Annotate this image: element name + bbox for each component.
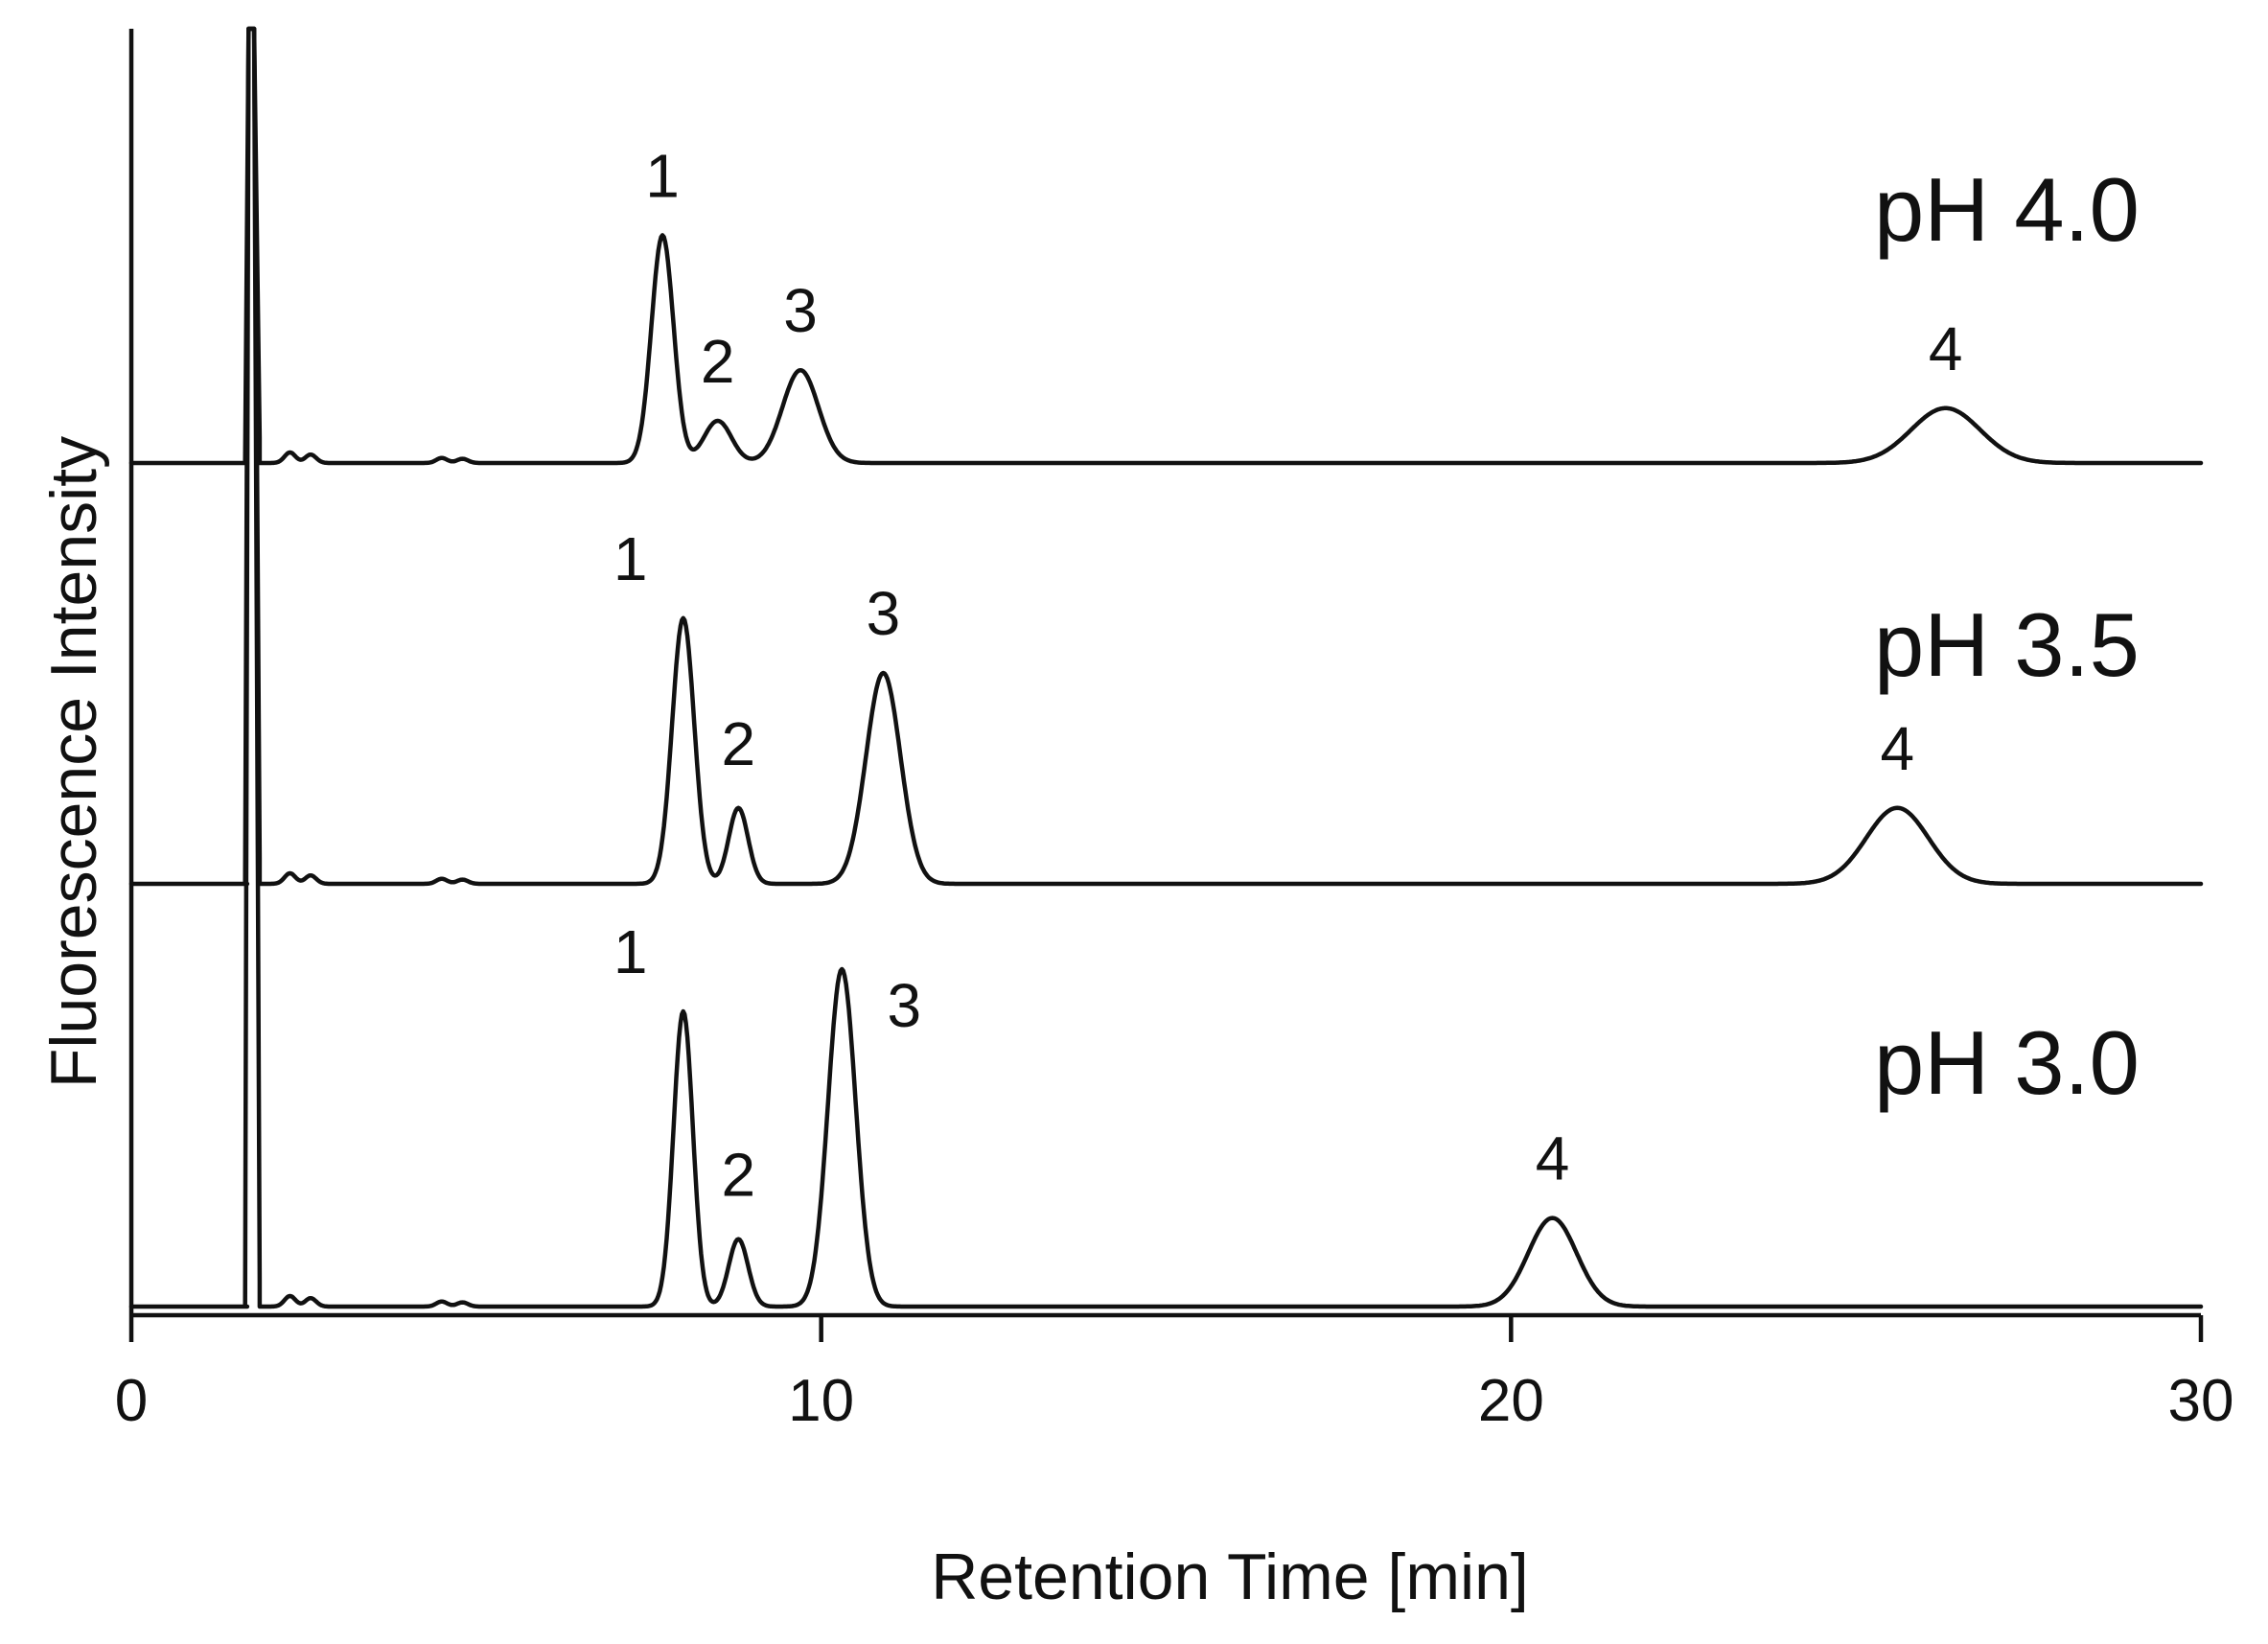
peak-label-1-2: 2 <box>722 709 756 778</box>
peak-label-2-4: 4 <box>1536 1124 1570 1193</box>
axes-group: 0 10 20 30 <box>115 29 2234 1434</box>
x-axis-title: Retention Time [min] <box>931 1540 1529 1613</box>
peak-label-2-2: 2 <box>722 1141 756 1210</box>
y-axis-title: Fluorescence Intensity <box>37 436 110 1088</box>
peak-label-0-1: 1 <box>645 141 680 210</box>
peak-label-1-1: 1 <box>613 524 648 593</box>
series-label-2: pH 3.0 <box>1874 1012 2140 1113</box>
x-tick-label-10: 10 <box>788 1368 854 1434</box>
peak-label-0-4: 4 <box>1929 314 1963 383</box>
peak-label-0-2: 2 <box>701 327 735 396</box>
x-tick-label-30: 30 <box>2168 1368 2234 1434</box>
peak-label-1-3: 3 <box>867 579 901 648</box>
peak-label-2-3: 3 <box>888 971 922 1040</box>
peak-label-2-1: 1 <box>613 917 648 986</box>
trace-ph-3-0 <box>128 26 2204 1309</box>
peak-label-1-4: 4 <box>1881 714 1915 783</box>
trace-ph-4-0 <box>128 26 2204 466</box>
x-tick-label-0: 0 <box>115 1368 148 1434</box>
series-label-1: pH 3.5 <box>1874 594 2140 695</box>
series-label-0: pH 4.0 <box>1874 159 2140 260</box>
trace-ph-3-5 <box>128 26 2204 887</box>
peak-label-0-3: 3 <box>783 276 818 345</box>
traces-group <box>128 26 2204 1309</box>
x-tick-label-20: 20 <box>1478 1368 1544 1434</box>
